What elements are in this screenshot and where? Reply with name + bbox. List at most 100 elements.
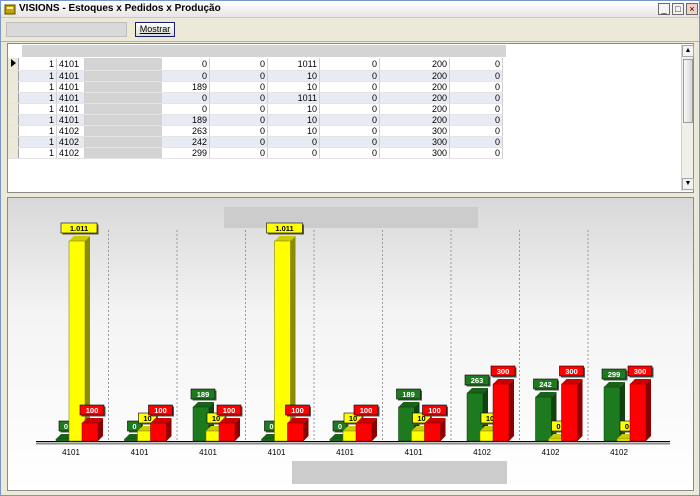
row-indicator[interactable]: [8, 58, 19, 71]
table-cell: 0: [209, 81, 268, 93]
data-label-box: [559, 365, 584, 377]
table-cell: 1: [18, 92, 57, 104]
bar-top: [467, 388, 488, 393]
table-cell: 0: [319, 147, 380, 159]
table-cell: 263: [161, 125, 210, 137]
table-cell: 1: [18, 147, 57, 159]
title-bar[interactable]: VISIONS - Estoques x Pedidos x Produção …: [1, 1, 699, 18]
x-tick-label: 4102: [542, 448, 560, 457]
table-row[interactable]: 1 4101 0 0 10 0 200 0: [8, 103, 503, 115]
close-button[interactable]: ×: [686, 3, 698, 15]
table-cell: 0: [319, 136, 380, 148]
table-cell: 0: [319, 81, 380, 93]
table-cell: 10: [267, 103, 320, 115]
table-cell: 0: [319, 70, 380, 82]
table-row[interactable]: 1 4101 0 0 1011 0 200 0: [8, 58, 503, 71]
table-row[interactable]: 1 4102 299 0 0 0 300 0: [8, 147, 503, 159]
bar-side: [440, 418, 446, 441]
table-cell: 0: [209, 103, 268, 115]
data-label: 100: [86, 406, 99, 415]
bar-top: [424, 418, 446, 423]
maximize-button[interactable]: □: [672, 3, 684, 15]
row-indicator[interactable]: [8, 81, 19, 93]
table-cell: 10: [267, 114, 320, 126]
table-cell: 4101: [56, 70, 85, 82]
scroll-thumb[interactable]: [683, 59, 693, 123]
data-label: 10: [417, 414, 425, 423]
row-indicator[interactable]: [8, 92, 19, 104]
data-label: 0: [64, 422, 68, 431]
row-indicator[interactable]: [8, 114, 19, 126]
redacted-cell: [84, 81, 162, 93]
table-cell: 4101: [56, 58, 85, 71]
table-cell: 200: [379, 114, 450, 126]
data-label: 300: [634, 367, 647, 376]
bar: [150, 422, 167, 442]
bar: [492, 383, 510, 442]
row-indicator[interactable]: [8, 136, 19, 148]
data-label: 100: [154, 406, 167, 415]
data-label: 0: [556, 422, 560, 431]
table-cell: 0: [161, 103, 210, 115]
filter-field[interactable]: [6, 22, 127, 37]
bar: [287, 422, 304, 442]
bar-top: [493, 379, 514, 384]
data-label: 299: [608, 370, 621, 379]
table-cell: 4101: [56, 103, 85, 115]
table-cell: 242: [161, 136, 210, 148]
show-button[interactable]: Mostrar: [135, 22, 175, 37]
bar-top: [630, 379, 651, 384]
table-cell: 0: [267, 147, 320, 159]
redacted-cell: [84, 103, 162, 115]
row-indicator[interactable]: [8, 125, 19, 137]
data-label-box: [266, 222, 303, 234]
table-cell: 0: [449, 147, 503, 159]
bar-top: [82, 418, 103, 423]
bar-top: [274, 236, 296, 241]
data-label: 300: [565, 367, 578, 376]
data-label: 100: [291, 406, 304, 415]
bar: [355, 422, 373, 442]
table-row[interactable]: 1 4101 189 0 10 0 200 0: [8, 81, 503, 93]
x-tick-label: 4102: [610, 448, 628, 457]
data-label-box: [332, 420, 348, 432]
bar-top: [604, 382, 625, 387]
table-row[interactable]: 1 4101 0 0 10 0 200 0: [8, 70, 503, 82]
bar-top: [561, 379, 583, 384]
bar: [629, 383, 647, 442]
data-label: 10: [212, 414, 220, 423]
data-label-box: [79, 404, 105, 416]
table-row[interactable]: 1 4101 189 0 10 0 200 0: [8, 114, 503, 126]
table-row[interactable]: 1 4102 263 0 10 0 300 0: [8, 125, 503, 137]
table-row[interactable]: 1 4102 242 0 0 0 300 0: [8, 136, 503, 148]
table-cell: 0: [319, 92, 380, 104]
bar-side: [551, 392, 557, 441]
bar-side: [509, 379, 514, 441]
data-label: 1.011: [275, 224, 293, 233]
scroll-up-arrow-icon[interactable]: ▲: [682, 45, 694, 57]
data-label-box: [127, 420, 142, 432]
scroll-down-arrow-icon[interactable]: ▼: [682, 178, 694, 190]
table-cell: 1: [18, 136, 57, 148]
table-cell: 0: [449, 125, 503, 137]
data-label-box: [353, 404, 379, 416]
data-grid[interactable]: 1 4101 0 0 1011 0 200 0 1 4101 0 0 10 0 200 0 1 4101 189 0 1…: [7, 43, 694, 193]
redacted-cell: [84, 114, 162, 126]
table-cell: 200: [379, 70, 450, 82]
minimize-button[interactable]: _: [658, 3, 670, 15]
table-cell: 0: [449, 58, 503, 71]
row-indicator[interactable]: [8, 103, 19, 115]
chart-panel: 0 1.011 100 4101 0 10 100 4101 189 10 100 4101 0 1.01…: [7, 197, 694, 491]
row-indicator[interactable]: [8, 70, 19, 82]
data-label: 242: [539, 380, 552, 389]
data-label-box: [396, 388, 421, 400]
data-label-box: [533, 378, 558, 390]
table-cell: 0: [209, 125, 268, 137]
bar-side: [577, 379, 583, 441]
grid-vertical-scrollbar[interactable]: ▲ ▼: [681, 45, 694, 191]
table-row[interactable]: 1 4101 0 0 1011 0 200 0: [8, 92, 503, 104]
table-cell: 0: [209, 114, 268, 126]
table-cell: 300: [379, 136, 450, 148]
bar: [424, 422, 441, 442]
row-indicator[interactable]: [8, 147, 19, 159]
